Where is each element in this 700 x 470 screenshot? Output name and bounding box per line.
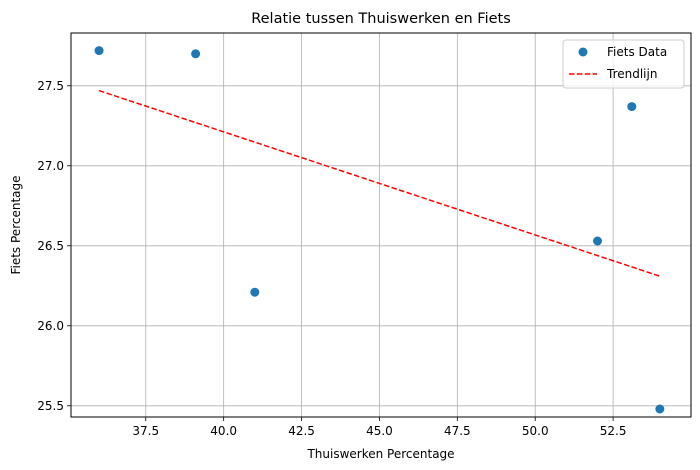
- chart-title: Relatie tussen Thuiswerken en Fiets: [251, 11, 511, 27]
- plot-frame: [70, 32, 692, 418]
- y-axis: 25.5 26.0 26.5 27.0 27.5: [37, 79, 71, 413]
- data-point: [593, 236, 603, 246]
- x-tick-label: 37.5: [132, 424, 159, 438]
- x-tick-label: 52.5: [600, 424, 627, 438]
- y-tick-label: 26.5: [37, 239, 64, 253]
- y-tick-label: 27.5: [37, 79, 64, 93]
- legend-label: Trendlijn: [606, 67, 657, 81]
- data-point: [191, 49, 201, 59]
- x-tick-label: 40.0: [210, 424, 237, 438]
- trend-line: [98, 89, 661, 277]
- grid: [71, 33, 691, 417]
- x-tick-label: 50.0: [522, 424, 549, 438]
- x-tick-label: 45.0: [366, 424, 393, 438]
- y-tick-label: 27.0: [37, 159, 64, 173]
- y-tick-label: 26.0: [37, 319, 64, 333]
- x-tick-label: 47.5: [444, 424, 471, 438]
- legend-marker-swatch: [578, 47, 588, 57]
- data-point: [627, 102, 637, 112]
- x-tick-label: 42.5: [288, 424, 315, 438]
- y-tick-label: 25.5: [37, 399, 64, 413]
- x-axis: 37.5 40.0 42.5 45.0 47.5 50.0 52.5: [132, 417, 626, 438]
- legend-box: [562, 39, 685, 89]
- plot-area: [94, 46, 665, 414]
- legend: Fiets Data Trendlijn: [562, 39, 685, 89]
- x-axis-label: Thuiswerken Percentage: [306, 447, 454, 461]
- legend-label: Fiets Data: [607, 45, 667, 59]
- data-point: [250, 287, 260, 297]
- y-axis-label: Fiets Percentage: [9, 175, 23, 274]
- data-point: [655, 404, 665, 414]
- data-point: [94, 46, 104, 56]
